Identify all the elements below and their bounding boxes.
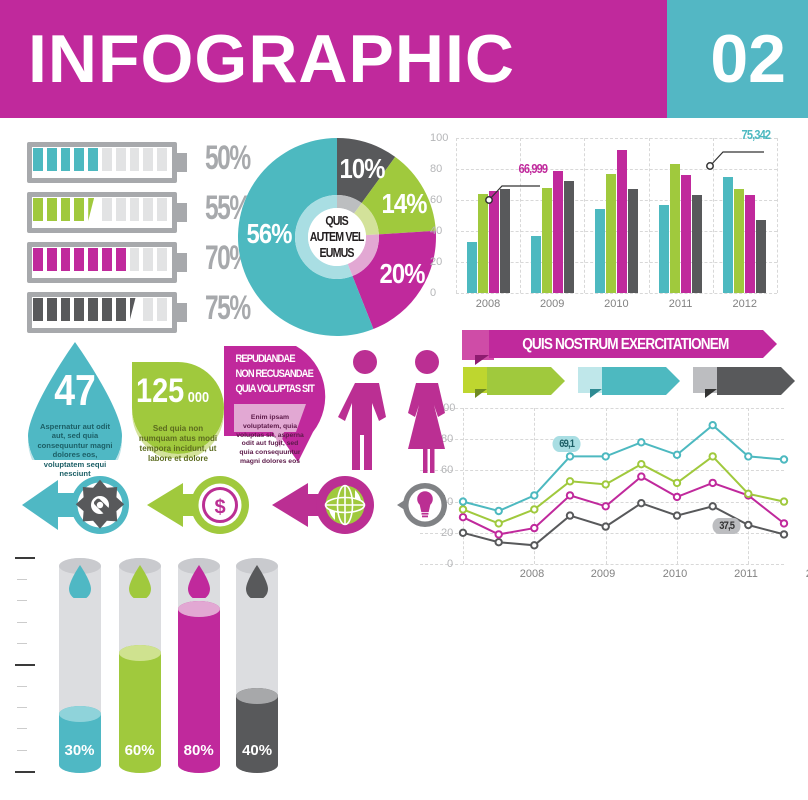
svg-text:$: $ <box>214 497 225 519</box>
